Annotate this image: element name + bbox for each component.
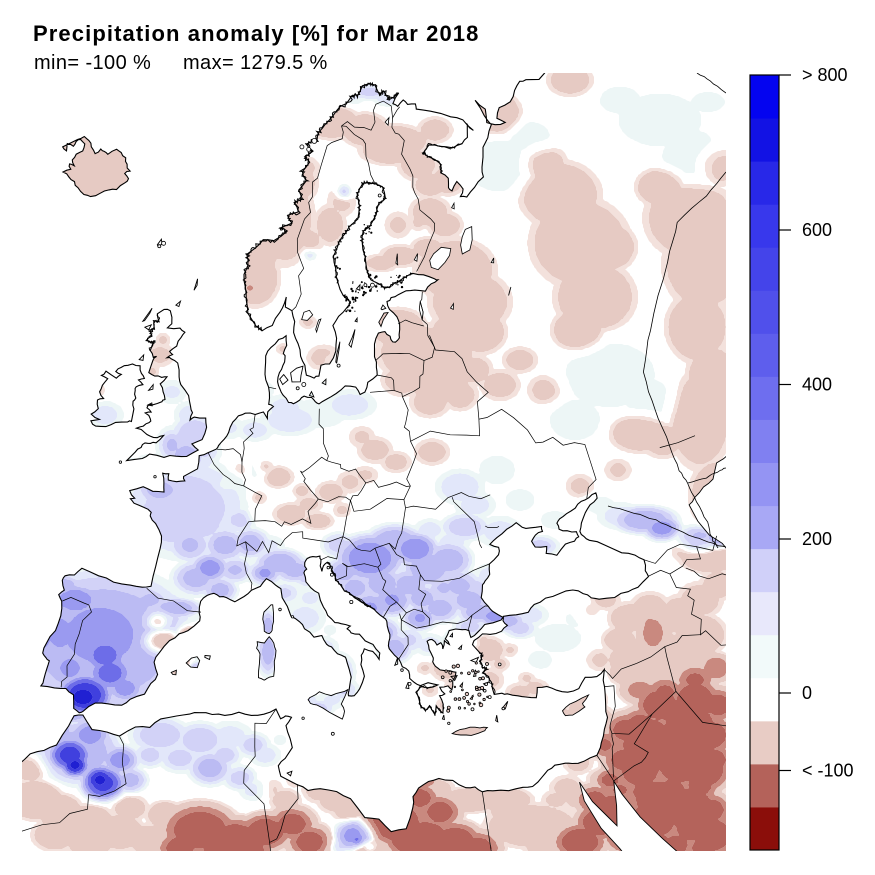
svg-text:0: 0 (802, 683, 812, 703)
svg-text:200: 200 (802, 529, 832, 549)
svg-text:> 800: > 800 (802, 65, 848, 85)
svg-text:400: 400 (802, 375, 832, 395)
svg-text:600: 600 (802, 220, 832, 240)
svg-text:< -100: < -100 (802, 761, 854, 781)
